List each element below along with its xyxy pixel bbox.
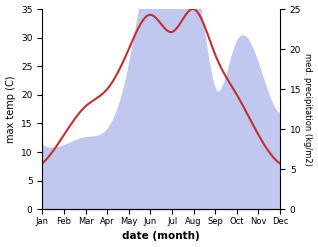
X-axis label: date (month): date (month): [122, 231, 200, 242]
Y-axis label: max temp (C): max temp (C): [5, 75, 16, 143]
Y-axis label: med. precipitation (kg/m2): med. precipitation (kg/m2): [303, 53, 313, 165]
